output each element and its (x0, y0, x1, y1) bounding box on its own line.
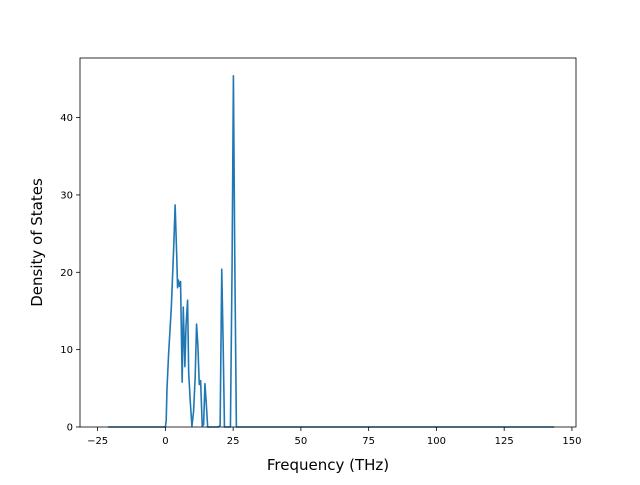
axis-ticks: −25 0 25 50 75 100 125 150 0 10 20 30 40 (60, 113, 581, 447)
x-tick-label: 50 (295, 436, 308, 447)
y-tick-label: 0 (67, 423, 73, 434)
x-axis-label: Frequency (THz) (267, 456, 389, 474)
y-tick-label: 10 (60, 345, 73, 356)
x-tick-label: 150 (562, 436, 581, 447)
y-tick-label: 30 (60, 190, 73, 201)
x-tick-label: 0 (162, 436, 168, 447)
axes-frame (79, 57, 577, 428)
y-axis-label: Density of States (28, 178, 46, 307)
x-tick-label: 75 (362, 436, 375, 447)
y-tick-label: 40 (60, 113, 73, 124)
x-tick-label: −25 (87, 436, 108, 447)
x-tick-label: 125 (495, 436, 514, 447)
x-tick-label: 100 (427, 436, 446, 447)
y-tick-label: 20 (60, 268, 73, 279)
x-tick-label: 25 (227, 436, 240, 447)
